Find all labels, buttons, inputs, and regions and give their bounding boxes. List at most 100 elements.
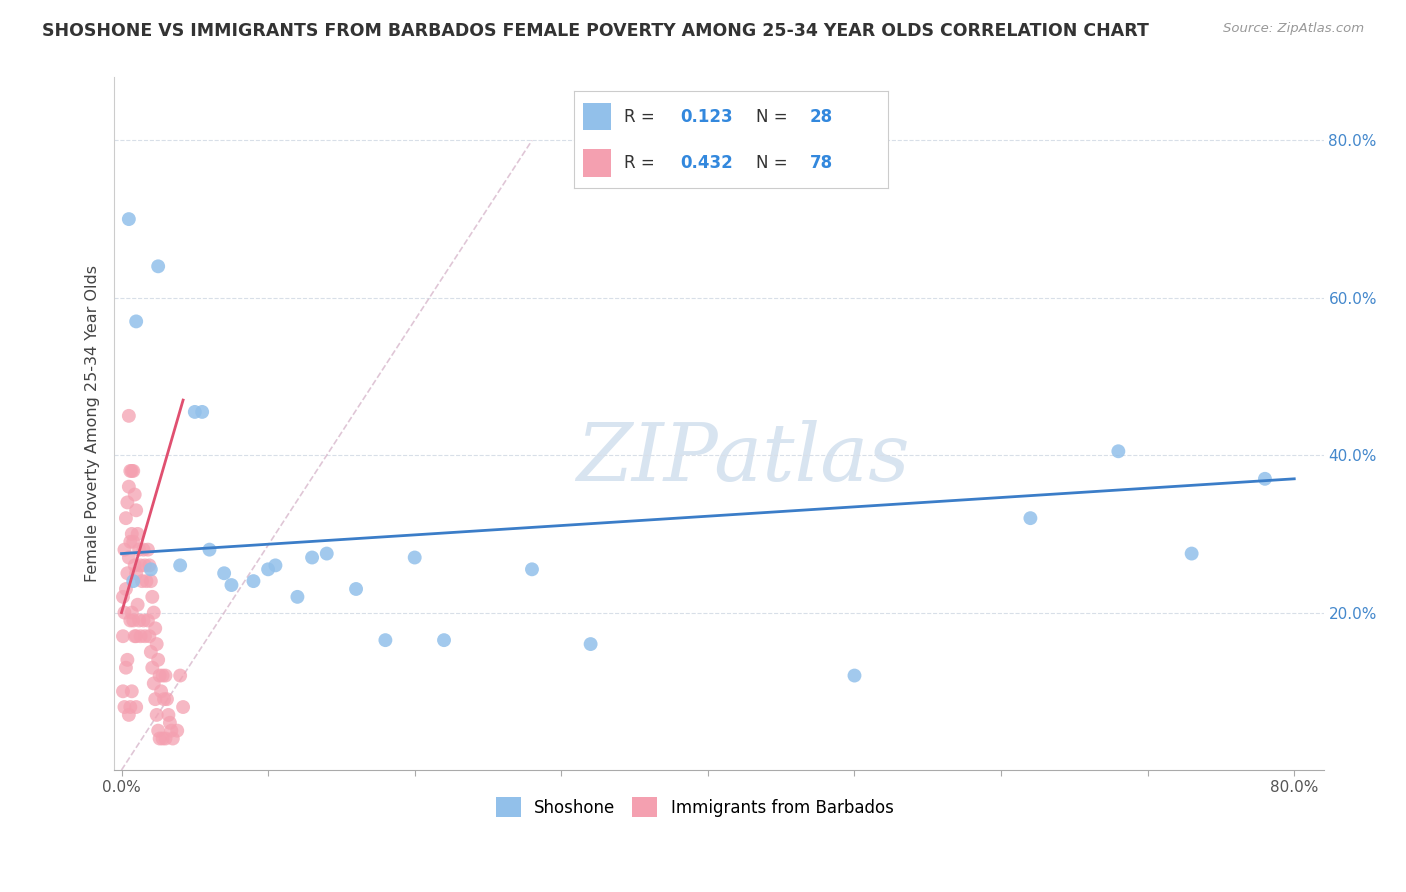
Point — [160, 723, 183, 738]
Point — [191, 405, 214, 419]
Point — [129, 629, 152, 643]
Point — [131, 574, 153, 588]
Point — [162, 731, 184, 746]
Point — [242, 574, 264, 588]
Point — [118, 212, 141, 227]
Text: SHOSHONE VS IMMIGRANTS FROM BARBADOS FEMALE POVERTY AMONG 25-34 YEAR OLDS CORREL: SHOSHONE VS IMMIGRANTS FROM BARBADOS FEM… — [42, 22, 1149, 40]
Point — [149, 731, 172, 746]
Point — [143, 621, 166, 635]
Point — [125, 629, 148, 643]
Point — [142, 676, 165, 690]
Point — [122, 574, 145, 588]
Point — [115, 661, 138, 675]
Point — [111, 684, 134, 698]
Point — [138, 558, 160, 573]
Point — [155, 731, 177, 746]
Point — [120, 534, 142, 549]
Legend: Shoshone, Immigrants from Barbados: Shoshone, Immigrants from Barbados — [489, 790, 900, 824]
Point — [121, 527, 143, 541]
Point — [115, 511, 138, 525]
Point — [146, 653, 169, 667]
Point — [125, 566, 148, 581]
Point — [136, 614, 159, 628]
Point — [122, 614, 145, 628]
Point — [139, 562, 162, 576]
Point — [264, 558, 287, 573]
Point — [184, 405, 207, 419]
Point — [139, 574, 162, 588]
Point — [156, 692, 179, 706]
Point — [141, 661, 163, 675]
Point — [111, 629, 134, 643]
Point — [127, 598, 149, 612]
Text: Source: ZipAtlas.com: Source: ZipAtlas.com — [1223, 22, 1364, 36]
Point — [301, 550, 323, 565]
Point — [132, 542, 155, 557]
Point — [114, 606, 136, 620]
Point — [1181, 547, 1204, 561]
Point — [153, 692, 176, 706]
Point — [117, 653, 139, 667]
Point — [520, 562, 543, 576]
Point — [120, 464, 142, 478]
Y-axis label: Female Poverty Among 25-34 Year Olds: Female Poverty Among 25-34 Year Olds — [86, 265, 100, 582]
Point — [121, 464, 143, 478]
Point — [114, 700, 136, 714]
Point — [120, 700, 142, 714]
Point — [1254, 472, 1277, 486]
Text: ZIPatlas: ZIPatlas — [576, 419, 910, 497]
Point — [121, 606, 143, 620]
Point — [142, 606, 165, 620]
Point — [111, 590, 134, 604]
Point — [315, 547, 337, 561]
Point — [141, 590, 163, 604]
Point — [159, 715, 181, 730]
Point — [117, 566, 139, 581]
Point — [127, 527, 149, 541]
Point — [118, 550, 141, 565]
Point — [145, 637, 167, 651]
Point — [132, 614, 155, 628]
Point — [122, 464, 145, 478]
Point — [212, 566, 235, 581]
Point — [221, 578, 243, 592]
Point — [118, 409, 141, 423]
Point — [121, 684, 143, 698]
Point — [169, 558, 191, 573]
Point — [152, 731, 174, 746]
Point — [257, 562, 280, 576]
Point — [1019, 511, 1042, 525]
Point — [124, 558, 146, 573]
Point — [404, 550, 426, 565]
Point — [124, 629, 146, 643]
Point — [117, 495, 139, 509]
Point — [145, 707, 167, 722]
Point — [114, 542, 136, 557]
Point — [152, 668, 174, 682]
Point — [138, 629, 160, 643]
Point — [134, 558, 156, 573]
Point — [129, 558, 152, 573]
Point — [125, 700, 148, 714]
Point — [146, 260, 169, 274]
Point — [157, 707, 180, 722]
Point — [155, 668, 177, 682]
Point — [150, 684, 173, 698]
Point — [128, 614, 150, 628]
Point — [134, 629, 156, 643]
Point — [118, 707, 141, 722]
Point — [139, 645, 162, 659]
Point — [118, 480, 141, 494]
Point — [198, 542, 221, 557]
Point — [143, 692, 166, 706]
Point — [433, 633, 456, 648]
Point — [579, 637, 602, 651]
Point — [166, 723, 188, 738]
Point — [136, 542, 159, 557]
Point — [149, 668, 172, 682]
Point — [135, 574, 157, 588]
Point — [124, 487, 146, 501]
Point — [172, 700, 194, 714]
Point — [1107, 444, 1129, 458]
Point — [125, 503, 148, 517]
